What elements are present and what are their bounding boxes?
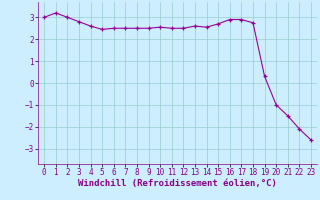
X-axis label: Windchill (Refroidissement éolien,°C): Windchill (Refroidissement éolien,°C) [78, 179, 277, 188]
